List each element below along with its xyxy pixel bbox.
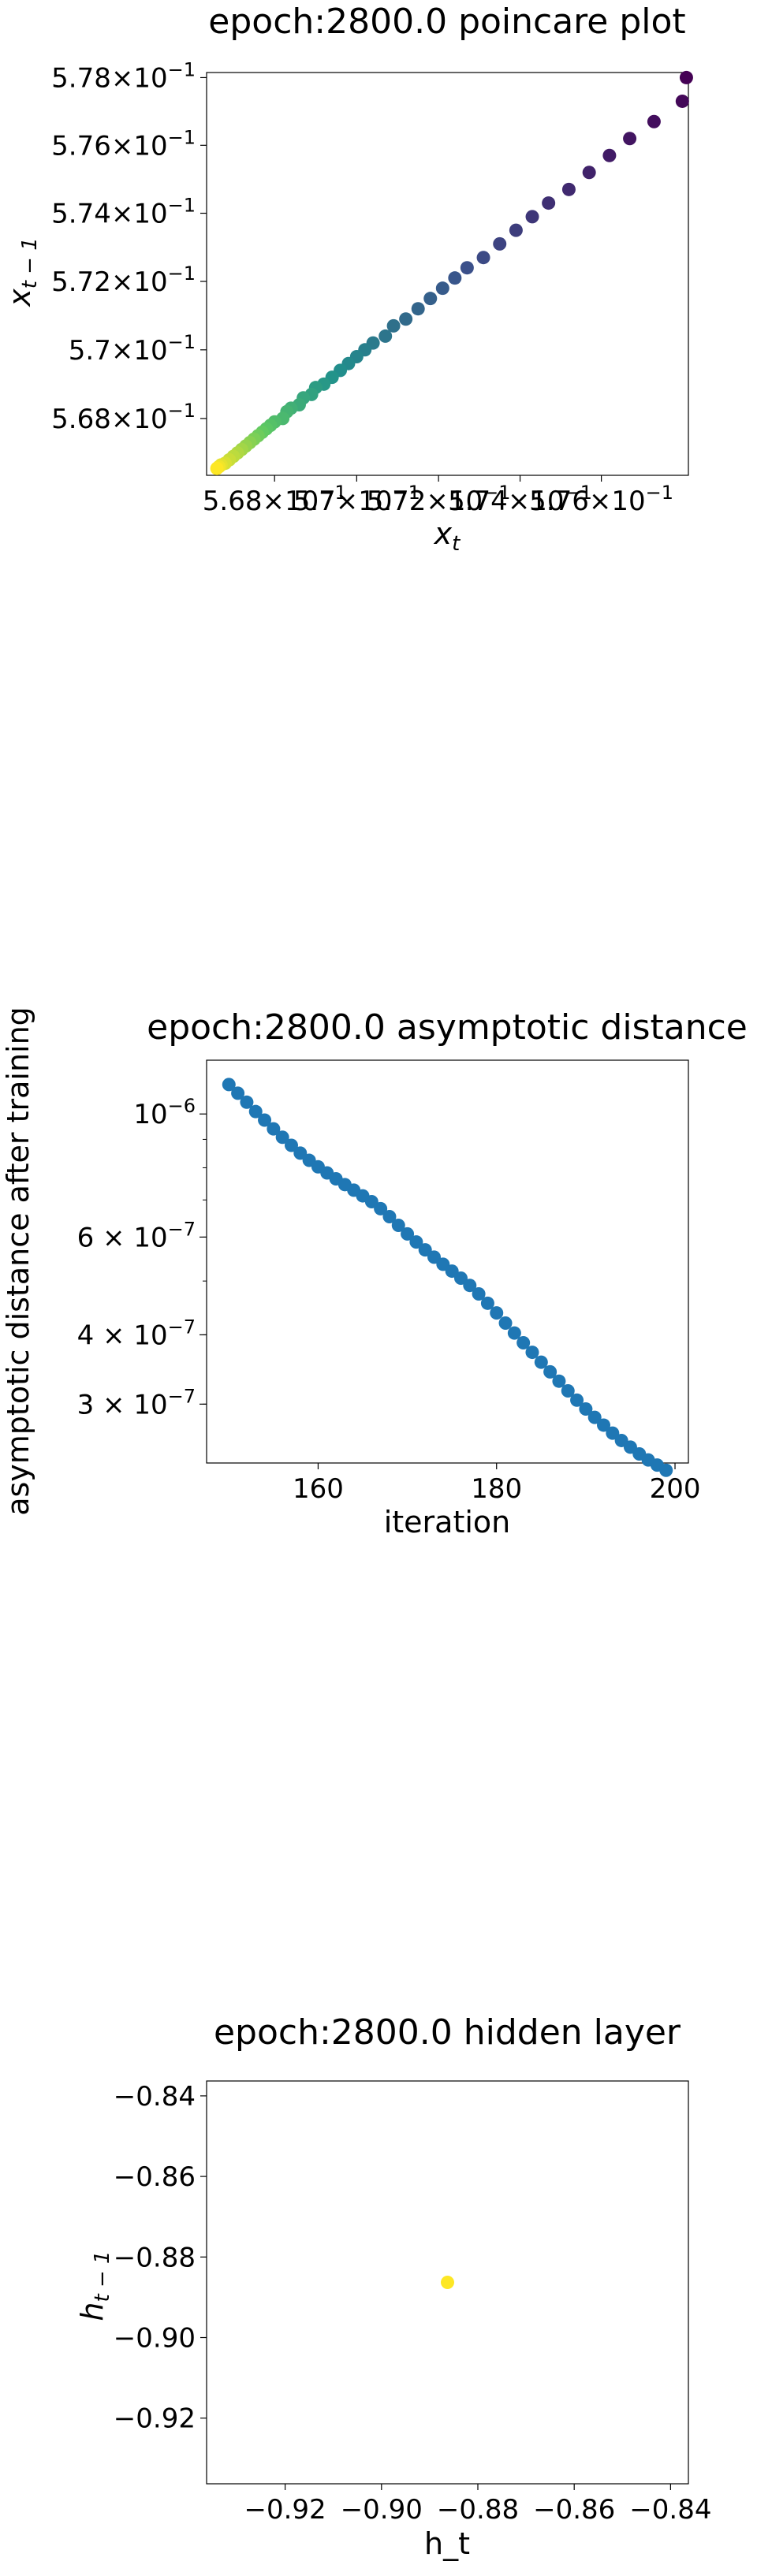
data-point xyxy=(579,1402,593,1416)
y-tick-label: −0.92 xyxy=(114,2403,196,2435)
data-point xyxy=(382,1210,397,1224)
x-tick-label: −0.84 xyxy=(629,2494,711,2526)
data-point xyxy=(411,302,425,316)
data-point xyxy=(493,236,507,251)
x-tick-label: 5.74×10−1 xyxy=(448,482,592,517)
data-point xyxy=(248,1104,263,1119)
data-point xyxy=(476,251,490,265)
data-point xyxy=(427,1250,442,1264)
y-axis-label: asymptotic distance after training xyxy=(1,1007,35,1516)
data-point xyxy=(293,1146,308,1160)
plot-area xyxy=(206,2080,689,2485)
y-axis-label: ht − 1 xyxy=(75,2250,114,2321)
data-point xyxy=(418,1243,432,1257)
y-tick-label: −0.90 xyxy=(114,2323,196,2355)
data-point xyxy=(386,318,401,333)
data-point xyxy=(391,1218,405,1232)
data-point xyxy=(267,1122,281,1136)
x-tick-label: 5.72×10−1 xyxy=(367,482,511,517)
x-tick-label: 5.7×10−1 xyxy=(293,482,420,517)
y-tick-label: 5.7×10−1 xyxy=(69,331,196,367)
data-point xyxy=(534,1355,548,1369)
x-tick-label: 5.76×10−1 xyxy=(529,482,673,517)
plot-area xyxy=(206,72,689,476)
data-point xyxy=(525,1346,539,1360)
data-point xyxy=(222,1078,236,1092)
data-point xyxy=(423,292,438,306)
chart-title: epoch:2800.0 hidden layer xyxy=(214,2012,681,2053)
data-point xyxy=(240,1095,254,1109)
chart-title: epoch:2800.0 asymptotic distance xyxy=(147,1007,748,1048)
data-point xyxy=(409,1235,423,1249)
data-point xyxy=(435,281,449,296)
x-tick-label: −0.90 xyxy=(341,2494,423,2526)
data-point xyxy=(675,94,689,108)
data-point xyxy=(679,70,693,84)
y-tick-label: −0.86 xyxy=(114,2161,196,2193)
data-point xyxy=(542,196,556,210)
data-point xyxy=(507,1326,521,1340)
data-point xyxy=(552,1374,566,1388)
data-point xyxy=(441,2276,454,2289)
data-point xyxy=(516,1335,531,1349)
y-tick-label: 5.76×10−1 xyxy=(51,126,196,162)
y-tick-label: 5.74×10−1 xyxy=(51,195,196,230)
x-tick-label: 180 xyxy=(471,1473,522,1505)
x-tick-label: −0.92 xyxy=(244,2494,326,2526)
y-tick-label: −0.88 xyxy=(114,2242,196,2273)
y-tick-label: 4 × 10−7 xyxy=(77,1316,196,1351)
chart-title: epoch:2800.0 poincare plot xyxy=(208,2,685,42)
data-point xyxy=(399,312,413,326)
data-point xyxy=(597,1418,611,1432)
y-tick-label: 5.68×10−1 xyxy=(51,400,196,435)
x-axis-label: xt xyxy=(434,516,461,556)
y-axis-label: xt − 1 xyxy=(2,237,42,307)
y-tick-label: 5.72×10−1 xyxy=(51,262,196,298)
data-point xyxy=(284,1138,298,1152)
data-point xyxy=(602,148,617,162)
y-tick-label: 10−6 xyxy=(133,1095,196,1130)
x-tick-label: −0.86 xyxy=(533,2494,615,2526)
data-point xyxy=(460,261,474,275)
data-point xyxy=(401,1227,415,1241)
data-point xyxy=(659,1463,673,1477)
data-point xyxy=(490,1306,504,1320)
data-point xyxy=(374,1201,388,1215)
data-point xyxy=(258,1113,272,1127)
x-tick-label: −0.88 xyxy=(437,2494,519,2526)
x-tick-label: 160 xyxy=(293,1473,344,1505)
data-point xyxy=(623,132,637,146)
y-tick-label: −0.84 xyxy=(114,2081,196,2113)
x-tick-label: 5.68×10−1 xyxy=(203,482,347,517)
data-point xyxy=(543,1364,557,1379)
x-tick-label: 200 xyxy=(650,1473,701,1505)
data-point xyxy=(606,1426,620,1440)
data-point xyxy=(525,210,539,224)
data-point xyxy=(275,1130,289,1145)
data-point xyxy=(448,271,462,285)
data-point xyxy=(647,114,661,128)
x-axis-label: h_t xyxy=(424,2526,470,2561)
data-point xyxy=(472,1286,486,1301)
x-axis-label: iteration xyxy=(384,1505,511,1539)
data-point xyxy=(561,1383,575,1398)
data-point xyxy=(561,182,576,196)
data-point xyxy=(231,1086,245,1100)
y-tick-label: 3 × 10−7 xyxy=(77,1385,196,1420)
data-point xyxy=(587,1410,602,1424)
plot-area xyxy=(206,1059,689,1464)
data-point xyxy=(378,329,393,343)
data-point xyxy=(582,166,596,180)
y-tick-label: 5.78×10−1 xyxy=(51,58,196,94)
data-point xyxy=(453,1271,468,1286)
data-point xyxy=(210,461,224,475)
data-point xyxy=(463,1279,477,1293)
data-point xyxy=(509,223,523,237)
data-point xyxy=(570,1393,584,1407)
y-tick-label: 6 × 10−7 xyxy=(77,1218,196,1253)
data-point xyxy=(498,1316,513,1330)
data-point xyxy=(480,1296,494,1310)
